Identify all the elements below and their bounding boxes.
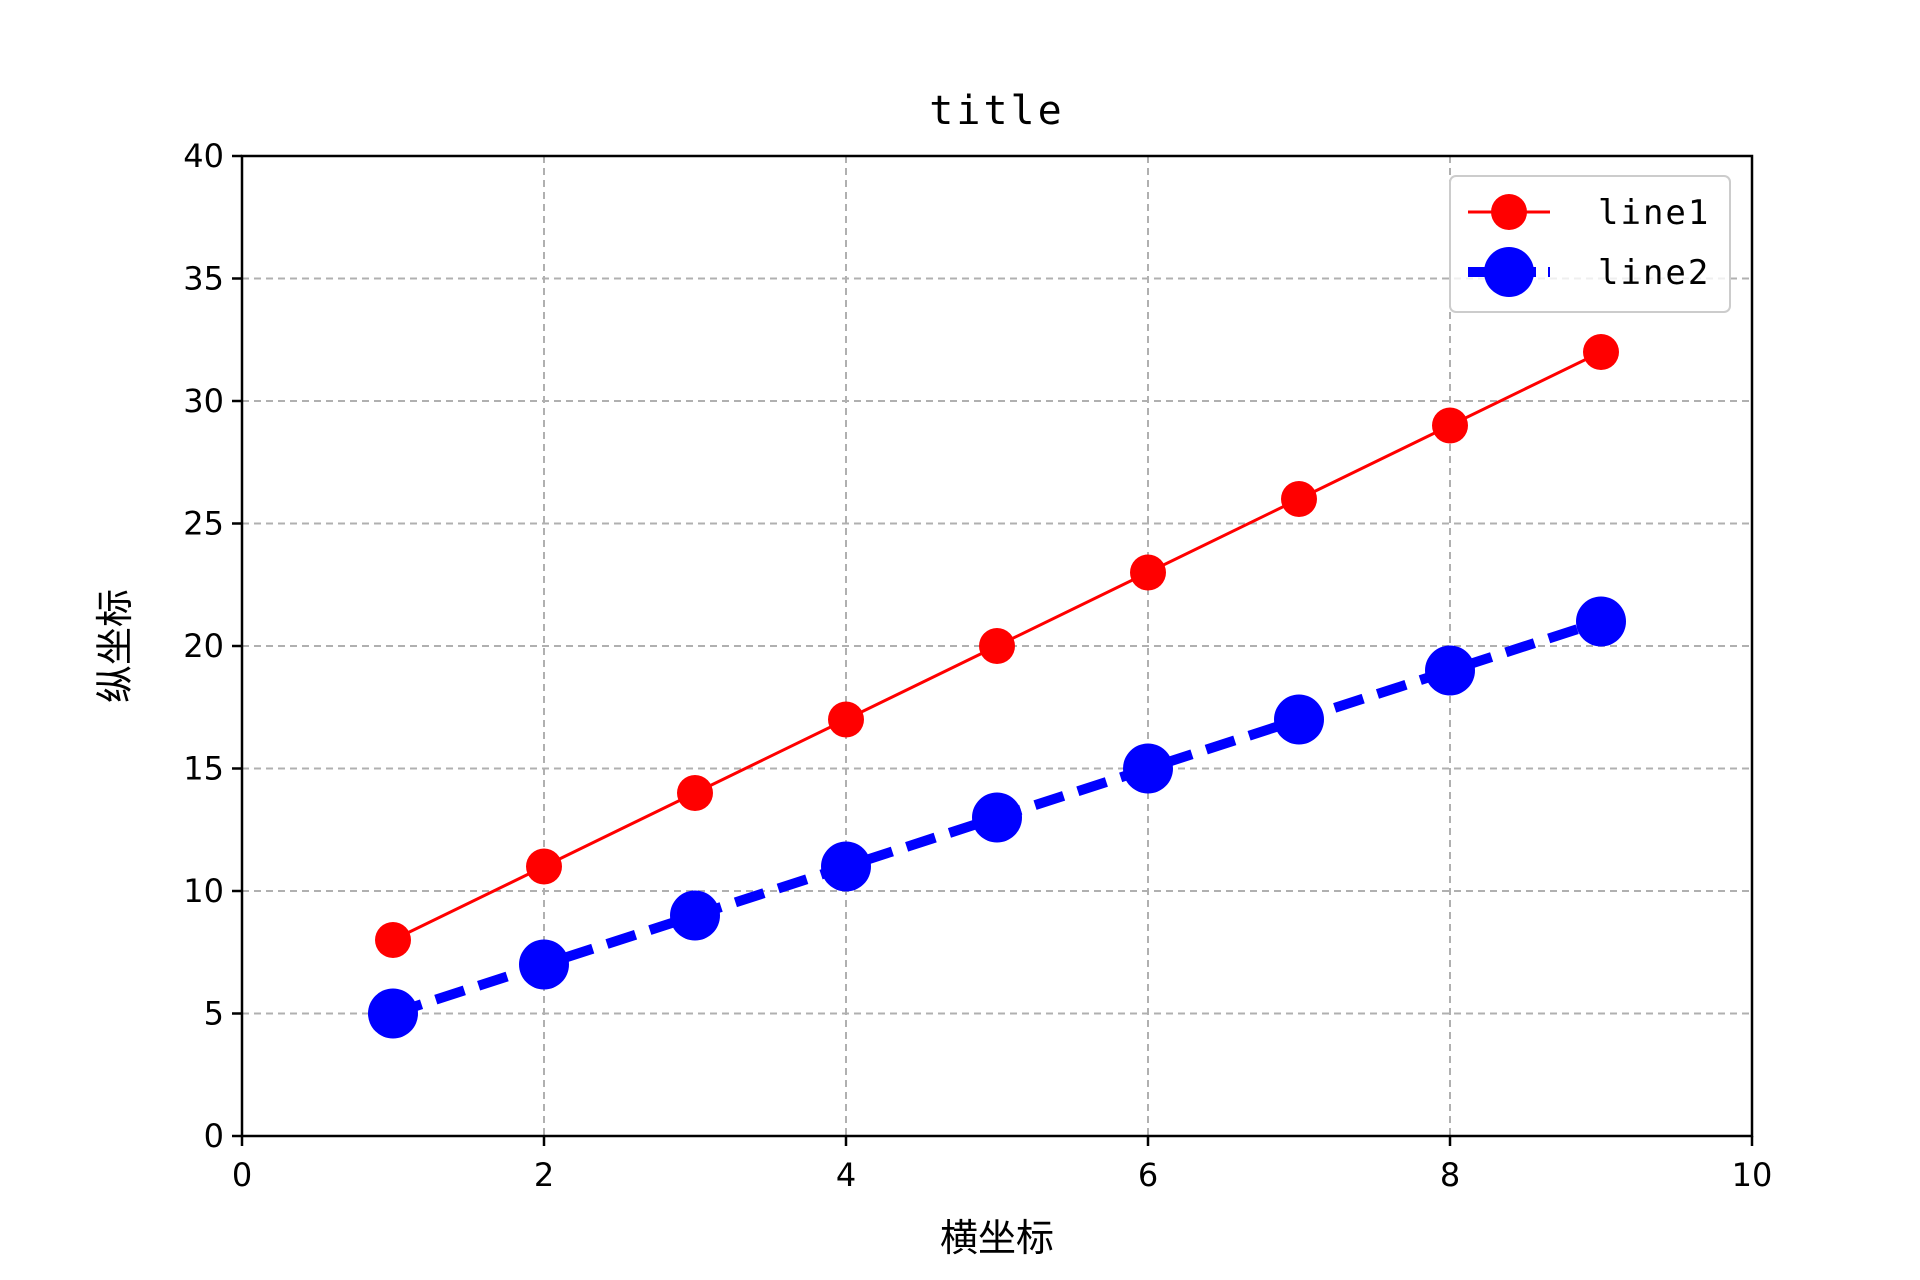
data-point-line1 <box>1130 554 1166 591</box>
legend-marker <box>1491 194 1527 230</box>
y-axis-label: 纵坐标 <box>93 589 137 703</box>
data-point-line2 <box>670 890 720 941</box>
chart-title: title <box>929 88 1064 134</box>
data-point-line1 <box>828 701 864 738</box>
data-point-line2 <box>519 939 569 990</box>
data-point-line2 <box>972 792 1022 843</box>
y-tick-label: 35 <box>183 260 224 298</box>
data-point-line1 <box>526 848 562 885</box>
data-point-line1 <box>979 628 1015 664</box>
ticks: 0 2 4 6 8 10 0 5 10 15 20 25 30 35 40 <box>183 137 1772 1194</box>
data-point-line1 <box>1583 334 1619 370</box>
data-point-line2 <box>1425 645 1475 696</box>
y-tick-label: 25 <box>183 505 224 543</box>
data-point-line2 <box>1576 596 1626 647</box>
x-tick-label: 4 <box>836 1156 856 1194</box>
legend-marker <box>1484 247 1534 297</box>
data-point-line1 <box>1281 481 1317 517</box>
data-point-line1 <box>1432 407 1468 444</box>
data-point-line2 <box>1274 694 1324 745</box>
legend-item-line2: line2 <box>1468 247 1710 297</box>
legend: line1 line2 <box>1449 175 1731 313</box>
series-line1 <box>375 334 1619 958</box>
y-tick-label: 15 <box>183 750 224 788</box>
legend-label: line1 <box>1598 193 1710 233</box>
data-point-line2 <box>368 988 418 1039</box>
y-tick-label: 10 <box>183 872 224 910</box>
series-layer <box>368 334 1626 1039</box>
data-point-line2 <box>821 841 871 892</box>
data-point-line2 <box>1123 743 1173 794</box>
data-point-line1 <box>375 922 411 958</box>
legend-item-line1: line1 <box>1468 193 1710 233</box>
legend-label: line2 <box>1598 253 1710 293</box>
x-tick-label: 2 <box>534 1156 554 1194</box>
y-tick-label: 20 <box>183 627 224 665</box>
y-tick-label: 5 <box>204 995 224 1033</box>
x-axis-label: 横坐标 <box>940 1216 1054 1260</box>
data-point-line1 <box>677 775 713 811</box>
x-tick-label: 0 <box>232 1156 252 1194</box>
x-tick-label: 8 <box>1440 1156 1460 1194</box>
y-tick-label: 40 <box>183 137 224 175</box>
series-line2 <box>368 596 1626 1039</box>
y-tick-label: 0 <box>204 1117 224 1155</box>
y-tick-label: 30 <box>183 382 224 420</box>
x-tick-label: 6 <box>1138 1156 1158 1194</box>
x-tick-label: 10 <box>1732 1156 1773 1194</box>
